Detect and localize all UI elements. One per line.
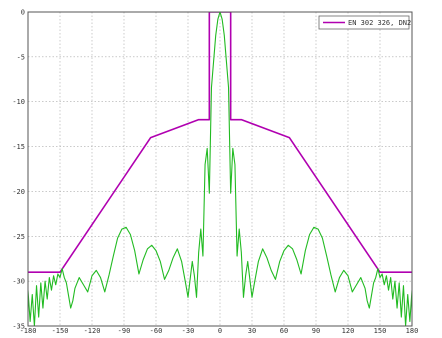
x-tick-label: 90 <box>312 327 320 333</box>
x-tick-label: -90 <box>118 327 131 333</box>
y-tick-label: -35 <box>12 323 25 331</box>
x-tick-label: -60 <box>150 327 163 333</box>
y-tick-label: -25 <box>12 233 25 241</box>
mask-series-line <box>28 12 412 273</box>
plot-background <box>28 12 412 326</box>
x-tick-label: 150 <box>374 327 387 333</box>
x-tick-label: 120 <box>342 327 355 333</box>
x-tick-label: -150 <box>52 327 69 333</box>
x-tick-label: 60 <box>280 327 288 333</box>
plot-frame <box>27 11 413 327</box>
legend: EN 302 326, DN2 <box>318 15 411 30</box>
x-tick-label: 30 <box>248 327 256 333</box>
y-tick-label: -30 <box>12 278 25 286</box>
axis-ticks: -180 -150 -120 -90 -60 -30 0 30 60 90 120 150 180 0 -5… <box>12 9 419 336</box>
pattern-series-line <box>28 12 412 326</box>
legend-label: EN 302 326, DN2 <box>348 19 411 27</box>
y-tick-label: 0 <box>21 9 25 17</box>
grid-lines <box>28 12 412 326</box>
x-tick-label: -30 <box>182 327 195 333</box>
y-tick-label: -10 <box>12 98 25 106</box>
x-tick-label: 0 <box>218 327 222 333</box>
legend-box <box>318 15 410 30</box>
x-tick-label: 180 <box>406 327 419 333</box>
y-tick-label: -15 <box>12 143 25 151</box>
y-tick-label: -20 <box>12 188 25 196</box>
x-tick-label: -120 <box>84 327 101 333</box>
series-layer <box>28 12 412 326</box>
x-tick-label: -180 <box>20 327 37 333</box>
y-tick-label: -5 <box>17 53 25 61</box>
